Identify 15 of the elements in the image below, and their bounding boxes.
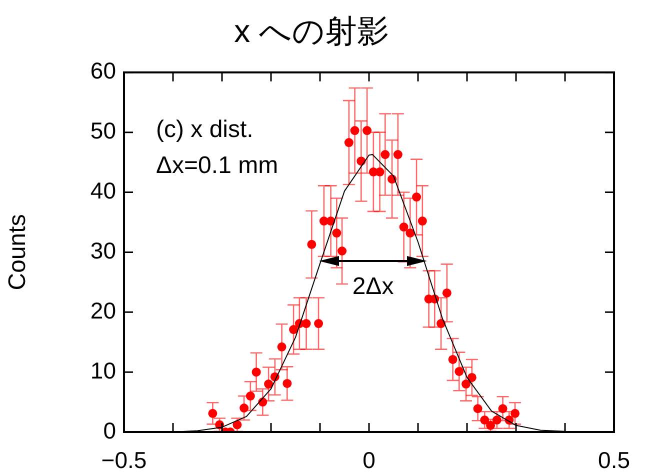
y-tick-label: 40 [90, 178, 116, 204]
y-tick-label: 60 [90, 58, 116, 84]
y-tick-label: 50 [90, 118, 116, 144]
annotation: (c) x dist. [156, 116, 254, 144]
x-tick-label: −0.5 [101, 447, 147, 474]
y-tick-label: 0 [103, 417, 116, 444]
chart-title: x への射影 [234, 13, 389, 50]
x-tick-label: 0.5 [598, 447, 630, 474]
y-tick-label: 30 [90, 238, 116, 264]
y-tick-label: 10 [90, 357, 116, 384]
annotation: 2Δx [352, 273, 394, 300]
x-tick-label: 0 [362, 447, 376, 474]
annotation: Δx=0.1 mm [156, 152, 278, 180]
y-tick-label: 20 [90, 297, 116, 324]
y-axis-title: Counts [4, 214, 32, 290]
